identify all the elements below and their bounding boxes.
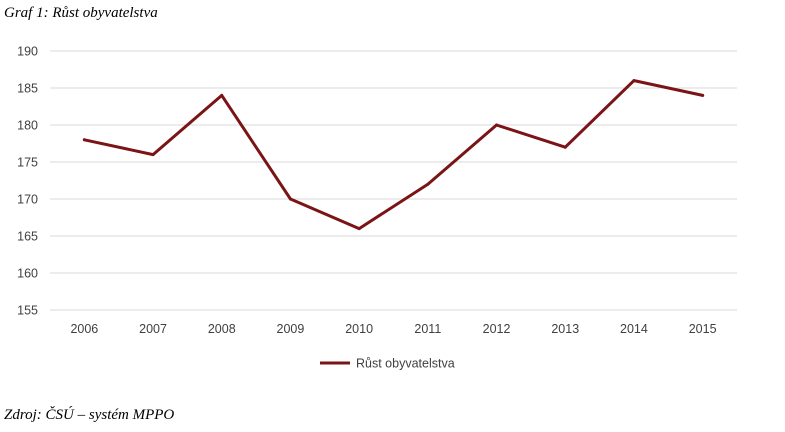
x-tick-label: 2014 — [620, 322, 648, 336]
gridlines — [50, 50, 737, 311]
x-tick-label: 2007 — [139, 322, 167, 336]
legend-label: Růst obyvatelstva — [356, 357, 455, 371]
x-tick-label: 2012 — [483, 322, 511, 336]
data-point — [357, 227, 361, 231]
series-line — [82, 79, 705, 231]
data-point — [632, 79, 636, 83]
y-tick-label: 165 — [17, 230, 38, 244]
y-tick-label: 160 — [17, 267, 38, 281]
data-point — [151, 153, 155, 157]
figure-caption: Graf 1: Růst obyvatelstva — [4, 5, 158, 21]
data-point — [426, 182, 430, 186]
data-point — [701, 93, 705, 97]
x-tick-label: 2011 — [414, 322, 441, 336]
data-point — [220, 93, 224, 97]
x-tick-label: 2009 — [277, 322, 305, 336]
y-tick-label: 185 — [17, 82, 38, 96]
data-point — [495, 123, 499, 127]
x-tick-label: 2008 — [208, 322, 236, 336]
y-tick-label: 175 — [17, 156, 38, 170]
y-tick-label: 190 — [17, 45, 38, 59]
data-point — [563, 145, 567, 149]
y-tick-label: 180 — [17, 119, 38, 133]
y-axis-ticks: 190 185 180 175 170 165 160 155 — [17, 45, 38, 318]
x-tick-label: 2006 — [70, 322, 98, 336]
x-tick-label: 2010 — [345, 322, 373, 336]
y-tick-label: 155 — [17, 304, 38, 318]
series-lines — [82, 79, 705, 231]
data-point — [82, 138, 86, 142]
legend: Růst obyvatelstva — [320, 357, 455, 371]
x-tick-label: 2013 — [551, 322, 579, 336]
x-tick-label: 2015 — [689, 322, 717, 336]
x-axis-ticks: 2006 2007 2008 2009 2010 2011 2012 2013 2014 2015 — [70, 322, 716, 336]
figure-source: Zdroj: ČSÚ – systém MPPO — [4, 407, 175, 423]
y-tick-label: 170 — [17, 193, 38, 207]
data-point — [288, 197, 292, 201]
